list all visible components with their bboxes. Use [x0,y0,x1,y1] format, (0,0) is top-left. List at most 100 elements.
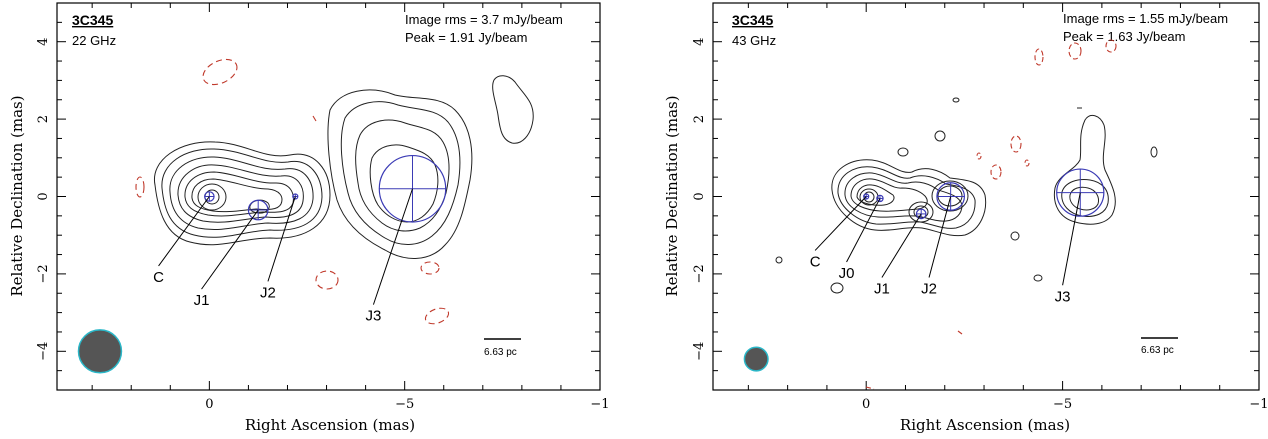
negative-contour [424,307,450,325]
contour [934,130,946,142]
panel-43ghz: 0 −5 −1 −4 −2 0 2 4 3C345 43 GHz Image rms = 1.… [663,2,1268,434]
component-label: J1 [194,292,210,309]
frequency-label: 22 GHz [72,33,116,48]
beam-ellipse [77,329,123,374]
y-tick-label: −2 [36,264,51,283]
contour [369,144,439,223]
component-label: J3 [1055,288,1071,305]
contour [161,148,323,238]
negative-contours [135,58,450,325]
contour [1061,179,1109,217]
y-axis-label: Relative Declination (mas) [663,95,681,296]
component-label: C [810,253,821,270]
contour [197,183,227,211]
contour [775,256,783,264]
component-j0: J0 [839,194,884,282]
contour [831,159,987,237]
y-tick-label: −2 [692,264,707,283]
contour [1053,114,1116,225]
contour [1010,231,1020,241]
negative-contour [202,58,238,86]
component-leader [1062,192,1081,286]
component-leader [881,213,922,278]
negative-contour [1010,135,1022,153]
component-j2: J2 [921,182,965,298]
contour [897,147,909,157]
negative-contour [420,261,440,275]
component-leader [158,196,210,267]
component-j3: J3 [1055,168,1105,305]
contour [492,75,534,144]
contour [177,164,304,223]
x-tick-label: −1 [590,397,609,412]
contour [1069,186,1099,211]
peak-label: Peak = 1.91 Jy/beam [405,30,528,45]
rms-label: Image rms = 1.55 mJy/beam [1063,11,1228,26]
y-tick-label: 2 [692,115,707,123]
source-name: 3C345 [72,12,113,28]
negative-contour [315,270,339,290]
contour [1150,146,1158,158]
x-axis-label: Right Ascension (mas) [245,416,415,434]
negative-contour [1105,39,1117,53]
scale-bar-label: 6.63 pc [484,347,517,358]
x-tick-label: 0 [862,397,870,412]
contour [340,101,461,245]
negative-contour [1034,48,1044,66]
negative-contour [957,330,963,335]
component-c: C [153,191,215,286]
y-tick-label: 4 [36,38,51,46]
component-j2: J2 [260,193,299,301]
component-j1: J1 [194,199,269,309]
component-label: C [153,269,164,286]
y-tick-label: 4 [692,38,707,46]
contour [952,97,960,103]
rms-label: Image rms = 3.7 mJy/beam [405,12,563,27]
contour [859,188,879,206]
component-c: C [810,193,870,270]
contour [1033,274,1043,282]
negative-contour [1024,159,1030,167]
scale-bar-label: 6.63 pc [1141,345,1174,356]
component-leader [814,196,867,251]
component-leader [846,198,881,263]
component-leader [201,209,259,290]
contour [191,178,283,213]
negative-contours [865,39,1117,390]
beam-ellipse [743,346,769,372]
components: C J1 J2 J3 [153,154,447,325]
y-tick-label: −4 [36,342,51,361]
component-j1: J1 [874,208,927,298]
y-axis-label: Relative Declination (mas) [8,95,26,296]
component-label: J0 [839,265,855,282]
component-leader [372,188,413,305]
component-label: J1 [874,281,890,298]
negative-contour [135,176,145,198]
source-name: 3C345 [732,12,773,28]
negative-contour [990,164,1002,180]
y-tick-label: 0 [36,192,51,200]
contour [931,180,969,212]
axis-ticks: 0 −5 −1 −4 −2 0 2 4 [36,3,610,412]
component-label: J2 [260,284,276,301]
contour [856,184,895,206]
frequency-label: 43 GHz [732,33,776,48]
contour-lines [154,75,534,259]
x-tick-label: −1 [1249,397,1268,412]
component-leader [267,196,296,282]
contour [355,119,450,232]
contour [154,141,331,246]
contour [184,171,294,217]
peak-label: Peak = 1.63 Jy/beam [1063,29,1186,44]
components: C J0 J1 J2 J3 [810,168,1105,305]
axis-ticks: 0 −5 −1 −4 −2 0 2 4 [692,3,1268,412]
contour [850,178,928,212]
negative-contour [1068,42,1082,60]
component-leader [928,196,952,278]
contour [830,282,844,294]
component-label: J2 [921,281,937,298]
plot-frame [712,2,1260,391]
contour [169,156,314,231]
y-tick-label: −4 [692,342,707,361]
x-tick-label: −5 [395,397,414,412]
